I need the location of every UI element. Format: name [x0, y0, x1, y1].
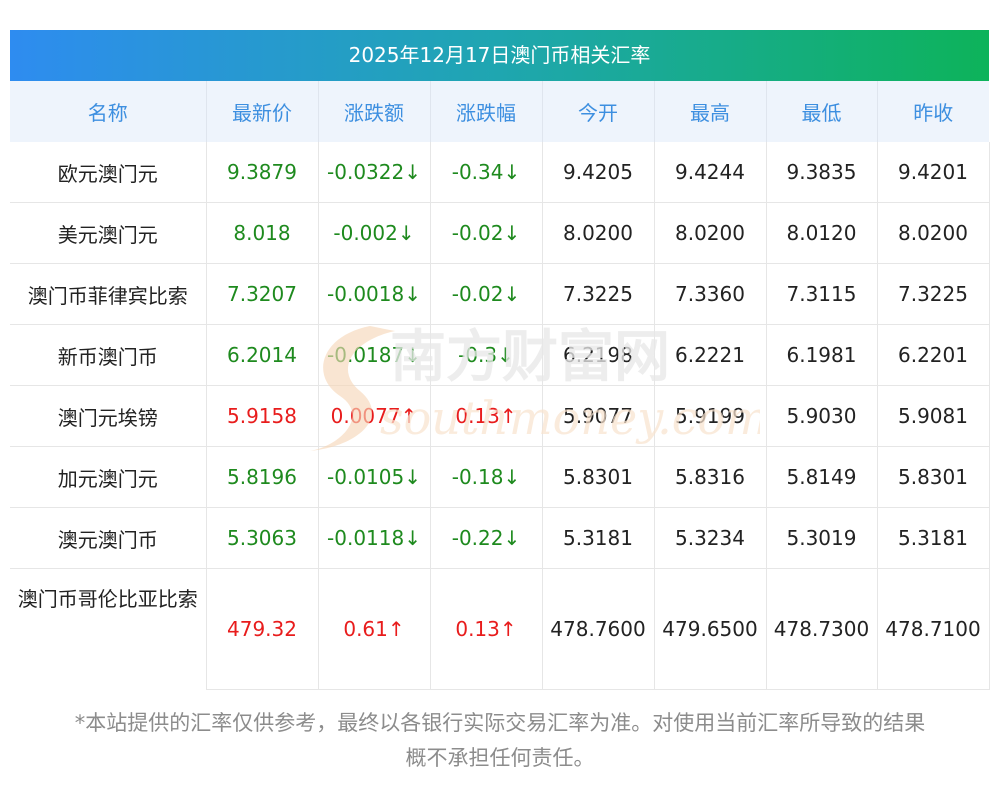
- open-cell: 8.0200: [542, 202, 655, 264]
- table-header-row: 名称 最新价 涨跌额 涨跌幅 今开 最高 最低 昨收: [10, 81, 989, 142]
- change-pct-cell: -0.02↓: [430, 202, 543, 264]
- low-cell: 9.3835: [766, 142, 878, 203]
- table-row: 澳门元埃镑 5.9158 0.0077↑ 0.13↑ 5.9077 5.9199 5.903…: [10, 385, 990, 447]
- prev-close-cell: 5.8301: [877, 446, 990, 508]
- open-cell: 478.7600: [542, 568, 655, 690]
- rate-table: 名称 最新价 涨跌额 涨跌幅 今开 最高 最低 昨收 欧元澳门元 9.3879 -0…: [10, 81, 990, 690]
- change-cell: -0.0322↓: [318, 142, 431, 203]
- low-cell: 478.7300: [766, 568, 878, 690]
- high-cell: 9.4244: [654, 142, 767, 203]
- name-cell: 澳元澳门币: [10, 507, 207, 569]
- low-cell: 7.3115: [766, 263, 878, 325]
- open-cell: 5.3181: [542, 507, 655, 569]
- table-title: 2025年12月17日澳门币相关汇率: [10, 30, 989, 81]
- high-cell: 479.6500: [654, 568, 767, 690]
- table-row: 美元澳门元 8.018 -0.002↓ -0.02↓ 8.0200 8.0200 8.012…: [10, 202, 990, 264]
- name-cell: 澳门元埃镑: [10, 385, 207, 447]
- name-cell: 加元澳门元: [10, 446, 207, 508]
- prev-close-cell: 5.3181: [877, 507, 990, 569]
- high-cell: 5.8316: [654, 446, 767, 508]
- name-cell: 澳门币哥伦比亚比索: [10, 568, 207, 689]
- high-cell: 8.0200: [654, 202, 767, 264]
- latest-cell: 5.8196: [206, 446, 319, 508]
- change-cell: -0.0187↓: [318, 324, 431, 386]
- disclaimer-line-2: 概不承担任何责任。: [405, 746, 595, 770]
- open-cell: 9.4205: [542, 142, 655, 203]
- header-prev-close: 昨收: [877, 81, 989, 142]
- name-cell: 美元澳门元: [10, 202, 207, 264]
- latest-cell: 5.3063: [206, 507, 319, 569]
- change-cell: 0.61↑: [318, 568, 431, 690]
- change-pct-cell: -0.18↓: [430, 446, 543, 508]
- prev-close-cell: 6.2201: [877, 324, 990, 386]
- change-pct-cell: -0.02↓: [430, 263, 543, 325]
- prev-close-cell: 8.0200: [877, 202, 990, 264]
- table-row: 澳元澳门币 5.3063 -0.0118↓ -0.22↓ 5.3181 5.3234 5.3…: [10, 507, 990, 569]
- change-pct-cell: 0.13↑: [430, 385, 543, 447]
- open-cell: 6.2198: [542, 324, 655, 386]
- table-row: 加元澳门元 5.8196 -0.0105↓ -0.18↓ 5.8301 5.8316 5.8…: [10, 446, 990, 508]
- header-high: 最高: [654, 81, 767, 142]
- change-pct-cell: 0.13↑: [430, 568, 543, 690]
- latest-cell: 6.2014: [206, 324, 319, 386]
- high-cell: 5.9199: [654, 385, 767, 447]
- open-cell: 5.8301: [542, 446, 655, 508]
- low-cell: 5.8149: [766, 446, 878, 508]
- header-name: 名称: [10, 81, 207, 142]
- disclaimer: *本站提供的汇率仅供参考，最终以各银行实际交易汇率为准。对使用当前汇率所导致的结…: [0, 706, 1000, 776]
- high-cell: 7.3360: [654, 263, 767, 325]
- change-cell: -0.002↓: [318, 202, 431, 264]
- name-cell: 新币澳门币: [10, 324, 207, 386]
- low-cell: 5.3019: [766, 507, 878, 569]
- low-cell: 5.9030: [766, 385, 878, 447]
- latest-cell: 479.32: [206, 568, 319, 690]
- rate-table-container: 2025年12月17日澳门币相关汇率 名称 最新价 涨跌额 涨跌幅 今开 最高 …: [10, 30, 990, 690]
- prev-close-cell: 5.9081: [877, 385, 990, 447]
- table-row: 欧元澳门元 9.3879 -0.0322↓ -0.34↓ 9.4205 9.4244 9.3…: [10, 142, 990, 203]
- header-open: 今开: [542, 81, 655, 142]
- name-cell: 欧元澳门元: [10, 142, 207, 203]
- change-cell: -0.0018↓: [318, 263, 431, 325]
- header-low: 最低: [766, 81, 878, 142]
- low-cell: 8.0120: [766, 202, 878, 264]
- high-cell: 6.2221: [654, 324, 767, 386]
- header-change: 涨跌额: [318, 81, 431, 142]
- name-cell: 澳门币菲律宾比索: [10, 263, 207, 325]
- prev-close-cell: 9.4201: [877, 142, 990, 203]
- latest-cell: 9.3879: [206, 142, 319, 203]
- disclaimer-line-1: *本站提供的汇率仅供参考，最终以各银行实际交易汇率为准。对使用当前汇率所导致的结…: [74, 711, 926, 735]
- table-row: 澳门币菲律宾比索 7.3207 -0.0018↓ -0.02↓ 7.3225 7.3360…: [10, 263, 990, 325]
- prev-close-cell: 478.7100: [877, 568, 990, 690]
- change-cell: -0.0118↓: [318, 507, 431, 569]
- change-pct-cell: -0.34↓: [430, 142, 543, 203]
- change-pct-cell: -0.3↓: [430, 324, 543, 386]
- latest-cell: 7.3207: [206, 263, 319, 325]
- change-cell: -0.0105↓: [318, 446, 431, 508]
- latest-cell: 5.9158: [206, 385, 319, 447]
- open-cell: 7.3225: [542, 263, 655, 325]
- header-change-pct: 涨跌幅: [430, 81, 543, 142]
- latest-cell: 8.018: [206, 202, 319, 264]
- change-pct-cell: -0.22↓: [430, 507, 543, 569]
- table-row: 澳门币哥伦比亚比索 479.32 0.61↑ 0.13↑ 478.7600 479.650…: [10, 568, 990, 690]
- table-row: 新币澳门币 6.2014 -0.0187↓ -0.3↓ 6.2198 6.2221 6.19…: [10, 324, 990, 386]
- header-latest: 最新价: [206, 81, 319, 142]
- high-cell: 5.3234: [654, 507, 767, 569]
- change-cell: 0.0077↑: [318, 385, 431, 447]
- prev-close-cell: 7.3225: [877, 263, 990, 325]
- open-cell: 5.9077: [542, 385, 655, 447]
- low-cell: 6.1981: [766, 324, 878, 386]
